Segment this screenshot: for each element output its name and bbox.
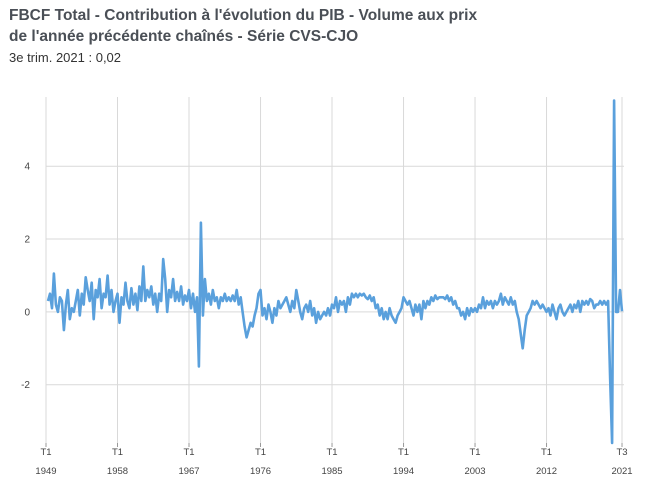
x-tick-label-quarter: T1 [326, 447, 337, 458]
chart-title-line-1: FBCF Total - Contribution à l'évolution … [9, 7, 478, 24]
x-tick-label-year: 2021 [611, 466, 632, 477]
x-tick-label-quarter: T1 [541, 447, 552, 458]
x-tick-label-quarter: T1 [398, 447, 409, 458]
series-line [46, 99, 624, 445]
x-tick-label-year: 1958 [107, 466, 128, 477]
chart-subtitle: 3e trim. 2021 : 0,02 [9, 50, 122, 65]
x-tick-label-year: 1985 [321, 466, 342, 477]
y-tick-label: -2 [21, 380, 30, 391]
x-tick-label-quarter: T1 [469, 447, 480, 458]
y-tick-label: 4 [24, 162, 30, 173]
x-tick-label-quarter: T1 [255, 447, 266, 458]
x-tick-label-year: 1967 [178, 466, 199, 477]
y-tick-label: 2 [24, 235, 30, 246]
x-tick-label-quarter: T1 [112, 447, 123, 458]
x-tick-label-quarter: T1 [40, 447, 51, 458]
x-tick-label-quarter: T1 [183, 447, 194, 458]
chart-title: FBCF Total - Contribution à l'évolution … [9, 5, 629, 47]
x-tick-label-year: 1976 [250, 466, 271, 477]
x-tick-label-year: 1949 [35, 466, 56, 477]
x-tick-label-year: 1994 [393, 466, 414, 477]
chart-title-line-2: de l'année précédente chaînés - Série CV… [9, 28, 359, 45]
y-tick-label: 0 [24, 307, 30, 318]
x-tick-label-year: 2003 [464, 466, 485, 477]
x-tick-label-quarter: T3 [616, 447, 627, 458]
x-tick-label-year: 2012 [536, 466, 557, 477]
